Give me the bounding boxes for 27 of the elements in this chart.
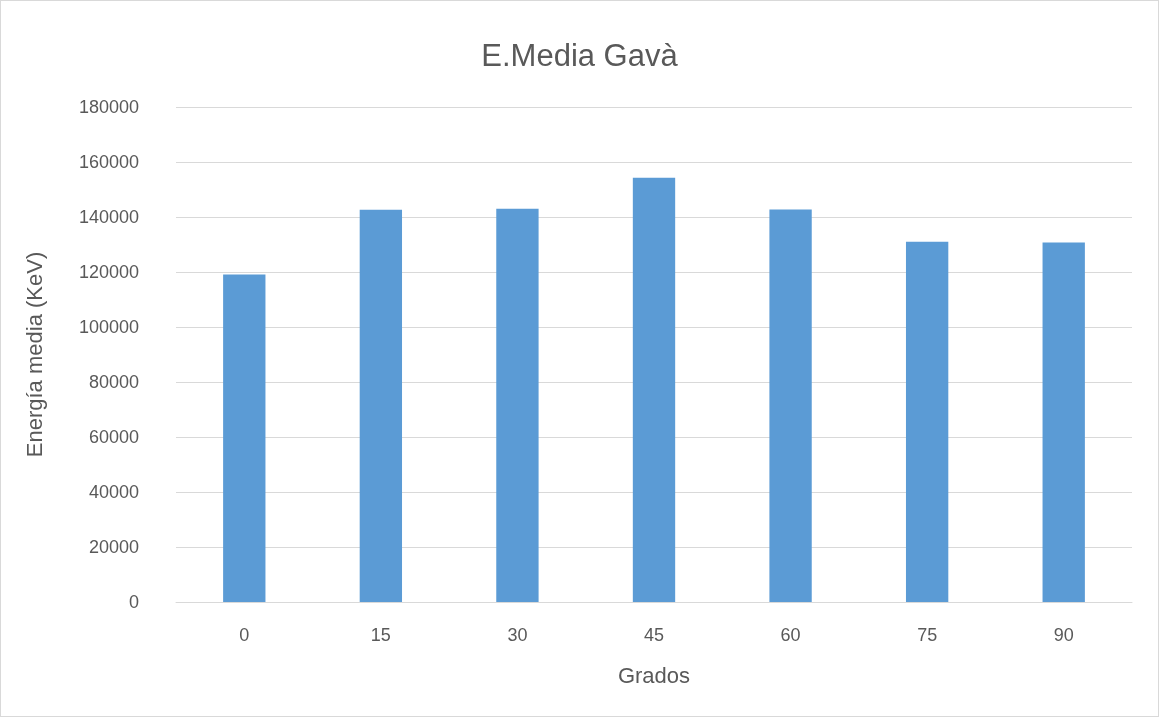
bar: [632, 177, 676, 602]
x-tick-label: 30: [507, 625, 528, 645]
bar: [1042, 242, 1085, 602]
y-tick-label: 160000: [78, 152, 139, 172]
y-tick-label: 100000: [78, 317, 139, 337]
x-tick-label: 45: [643, 625, 665, 645]
bar: [496, 208, 539, 602]
y-tick-label: 0: [128, 592, 139, 612]
x-tick-label: 75: [917, 625, 938, 645]
y-tick-label: 140000: [78, 207, 139, 227]
y-tick-label: 80000: [88, 372, 139, 392]
x-axis-title: Grados: [617, 662, 691, 688]
bar: [359, 209, 403, 602]
x-tick-label: 60: [780, 625, 801, 645]
bar: [223, 274, 266, 602]
x-tick-label: 15: [370, 625, 391, 645]
y-tick-label: 180000: [78, 97, 139, 117]
y-tick-label: 60000: [88, 427, 139, 447]
y-tick-label: 20000: [88, 537, 139, 557]
bar: [769, 209, 812, 602]
x-tick-label: 90: [1053, 625, 1074, 645]
y-tick-label: 40000: [88, 482, 139, 502]
y-axis-title: Energía media (KeV): [21, 251, 47, 458]
y-tick-label: 120000: [78, 262, 139, 282]
bar: [905, 241, 949, 602]
x-tick-label: 0: [239, 625, 250, 645]
chart-title: E.Media Gavà: [481, 38, 679, 73]
